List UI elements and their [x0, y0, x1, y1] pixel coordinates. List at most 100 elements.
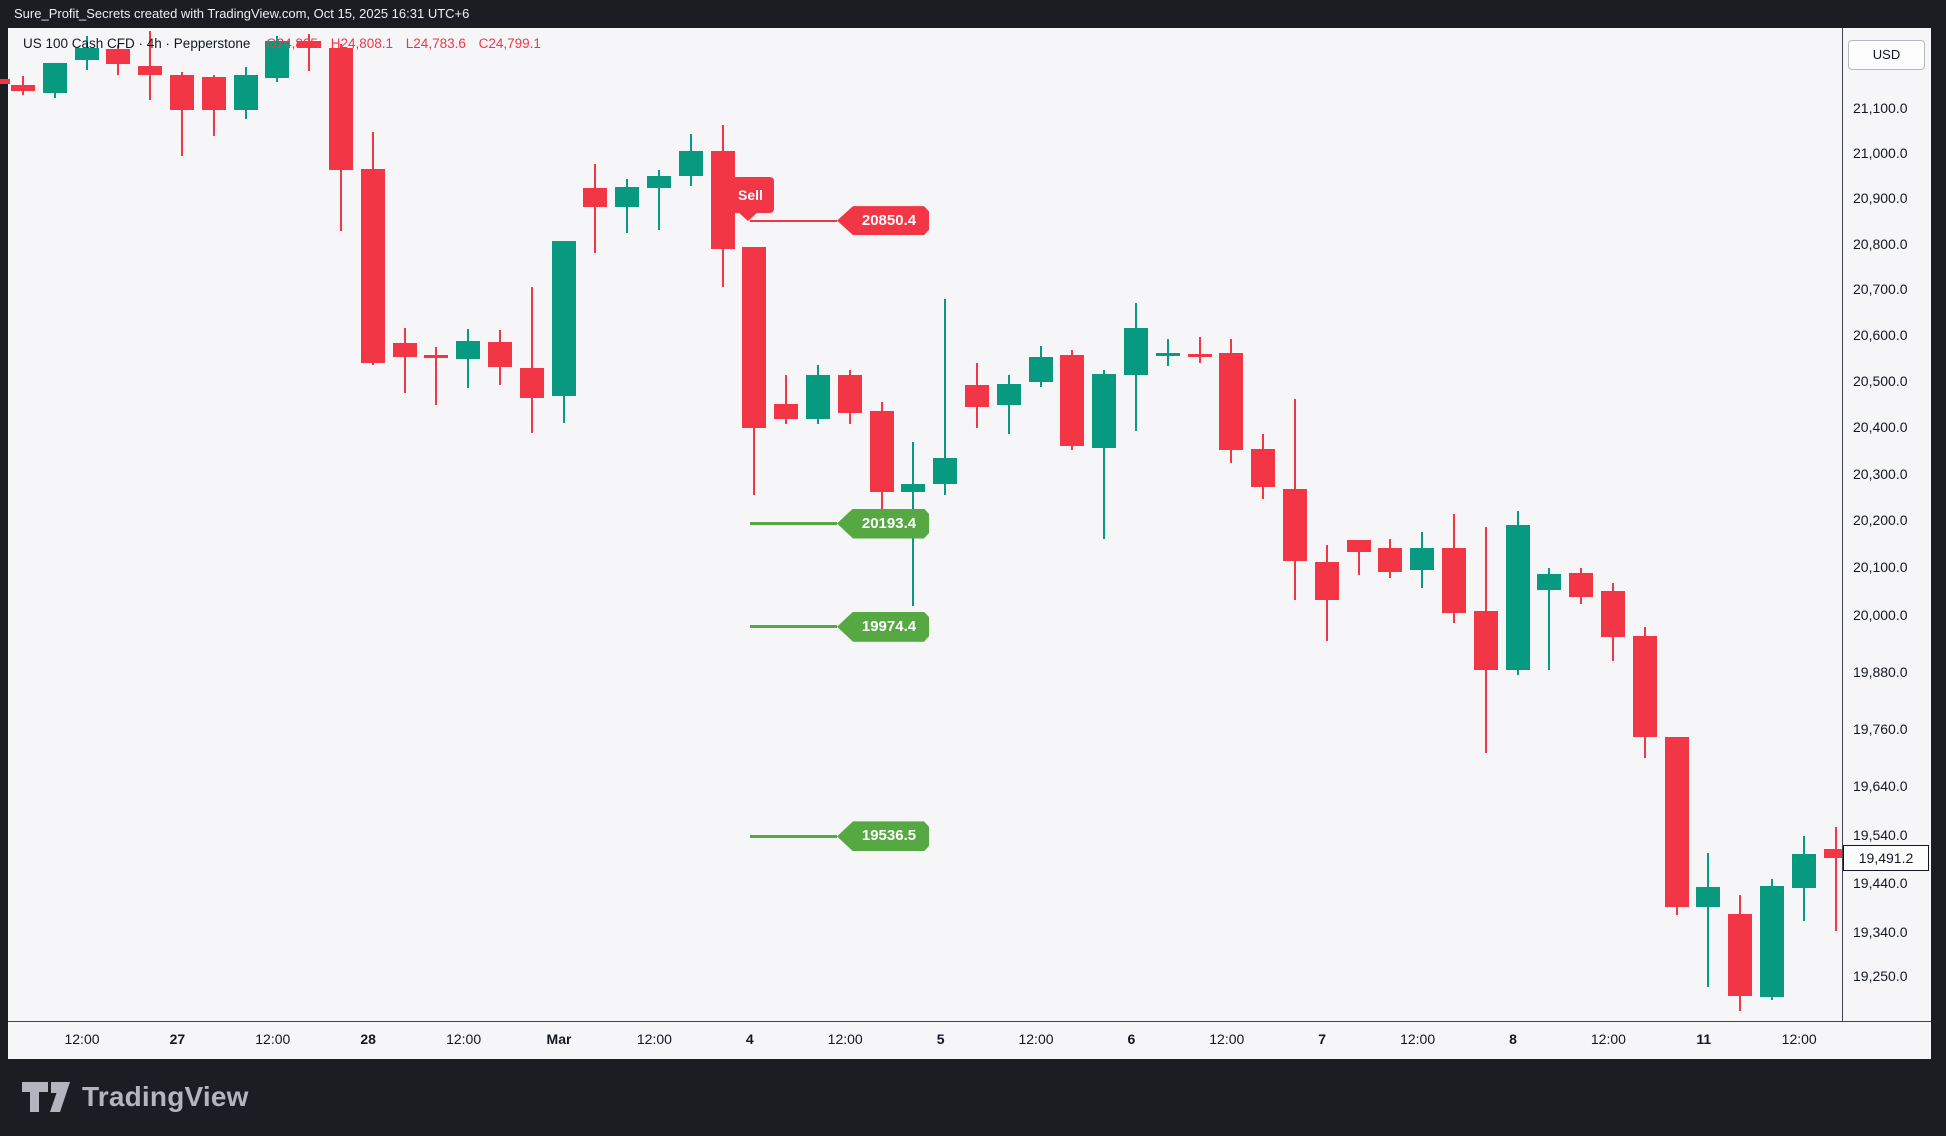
- price-tick-label: 19,640.0: [1853, 778, 1908, 795]
- candle-body: [1283, 489, 1307, 562]
- orders-layer: Sell 20850.4 20193.4 19974.4 19536.5: [8, 28, 1842, 1021]
- snapshot-footer: TradingView: [0, 1059, 1946, 1136]
- candle-body: [551, 241, 576, 396]
- time-tick-label: 12:00: [827, 1031, 863, 1047]
- time-tick-label: 4: [745, 1031, 754, 1047]
- candle-body: [1728, 913, 1753, 996]
- take-profit-tag[interactable]: 19974.4: [837, 612, 929, 642]
- time-tick-label: 12:00: [255, 1031, 291, 1047]
- candle-body: [806, 375, 830, 419]
- price-tick-label: 20,100.0: [1853, 559, 1908, 576]
- price-tick-label: 19,250.0: [1853, 968, 1908, 985]
- snapshot-title-bar: Sure_Profit_Secrets created with Trading…: [0, 0, 1946, 28]
- time-tick-label: 28: [360, 1031, 376, 1047]
- price-tick-label: 21,100.0: [1853, 100, 1908, 116]
- sell-position-flag[interactable]: Sell: [727, 176, 774, 213]
- candle-body: [201, 77, 226, 111]
- tradingview-brand-text: TradingView: [82, 1081, 249, 1112]
- candle-body: [1060, 355, 1085, 447]
- candle-body: [488, 342, 512, 368]
- take-profit-tag[interactable]: 19536.5: [837, 821, 929, 851]
- candle-body: [933, 458, 958, 484]
- candle-body: [138, 65, 163, 75]
- candle-body: [456, 341, 481, 360]
- candle-body: [265, 41, 290, 78]
- candle-body: [1314, 562, 1339, 601]
- candle-wick: [785, 375, 788, 424]
- time-tick-label: 12:00: [1018, 1031, 1054, 1047]
- candle-body: [1187, 354, 1212, 358]
- candle-wick: [944, 299, 947, 496]
- time-tick-label: Mar: [546, 1031, 572, 1047]
- candle-body: [1124, 328, 1148, 376]
- candle-body: [1410, 547, 1435, 571]
- time-tick-label: 12:00: [1209, 1031, 1245, 1047]
- candle-body: [329, 48, 353, 171]
- candle-wick: [1103, 370, 1106, 539]
- sell-flag-pointer-icon: [738, 211, 758, 221]
- candle-body: [392, 343, 417, 358]
- price-tick-label: 19,340.0: [1853, 924, 1908, 940]
- candle-body: [1664, 737, 1689, 908]
- time-tick-label: 12:00: [1400, 1031, 1436, 1047]
- candle-body: [1696, 887, 1721, 908]
- candle-body: [1537, 574, 1562, 591]
- price-tick-label: 20,500.0: [1853, 372, 1908, 389]
- candle-wick: [1707, 853, 1710, 987]
- price-tick-label: 19,760.0: [1853, 720, 1908, 737]
- price-axis[interactable]: USD 21,100.0 21,000.0 20,900.0 20,800.0 20,7…: [1842, 28, 1931, 1021]
- currency-button[interactable]: USD: [1848, 40, 1925, 70]
- candle-body: [1219, 353, 1244, 451]
- candle-body: [1505, 524, 1530, 671]
- candle-wick: [308, 33, 311, 71]
- candle-body: [1791, 854, 1816, 889]
- legend-open-value: O24,805: [266, 36, 318, 51]
- candle-body: [996, 383, 1021, 406]
- price-tick-label: 20,900.0: [1853, 190, 1908, 207]
- candle-wick: [530, 287, 533, 434]
- candle-body: [901, 483, 926, 492]
- legend-high-value: H24,808.1: [330, 36, 394, 51]
- candle-body: [360, 169, 385, 364]
- candle-body: [1760, 886, 1784, 997]
- time-tick-label: 8: [1509, 1031, 1517, 1047]
- price-tick-label: 20,400.0: [1853, 419, 1908, 436]
- price-tick-label: 20,800.0: [1853, 235, 1908, 252]
- price-tick-label: 20,600.0: [1853, 326, 1908, 343]
- time-tick-label: 6: [1127, 1031, 1136, 1047]
- candle-body: [297, 41, 322, 49]
- candle-wick: [1166, 339, 1169, 367]
- candle-body: [837, 375, 862, 413]
- candle-body: [583, 188, 608, 208]
- take-profit-tag[interactable]: 20193.4: [837, 509, 929, 539]
- candle-wick: [1834, 826, 1837, 931]
- candle-body: [424, 355, 449, 359]
- chart-plot-area[interactable]: US 100 Cash CFD · 4h · Pepperstone O24,8…: [0, 28, 1848, 1021]
- candle-body: [742, 247, 767, 429]
- time-tick-label: 12:00: [446, 1031, 482, 1047]
- candle-body: [678, 151, 703, 177]
- time-tick-label: 12:00: [1781, 1031, 1817, 1047]
- candle-body: [1473, 610, 1498, 670]
- candle-body: [1346, 539, 1371, 552]
- symbol-title: US 100 Cash CFD · 4h · Pepperstone: [23, 36, 251, 51]
- price-tick-label: 20,700.0: [1853, 281, 1908, 298]
- snapshot-title-text: Sure_Profit_Secrets created with Trading…: [14, 6, 470, 21]
- take-profit-line: [750, 625, 837, 629]
- candle-body: [615, 187, 640, 208]
- price-tick-label: 20,300.0: [1853, 465, 1908, 482]
- time-tick-label: 5: [936, 1031, 945, 1047]
- price-tick-label: 21,000.0: [1853, 144, 1908, 161]
- tradingview-brand: TradingView: [22, 1081, 249, 1113]
- candle-body: [647, 176, 671, 189]
- candle-body: [1028, 356, 1053, 383]
- candle-body: [1632, 635, 1657, 738]
- time-tick-label: 7: [1318, 1031, 1327, 1047]
- candle-body: [774, 403, 799, 419]
- candle-body: [11, 85, 35, 91]
- candle-wick: [1548, 568, 1551, 670]
- price-tick-label: 20,000.0: [1853, 606, 1908, 623]
- sell-entry-price-tag[interactable]: 20850.4: [837, 206, 929, 235]
- time-axis[interactable]: 12:00 27 12:00 28 12:00 Mar 12:00 4 12:00 5 12:00 6…: [8, 1021, 1931, 1059]
